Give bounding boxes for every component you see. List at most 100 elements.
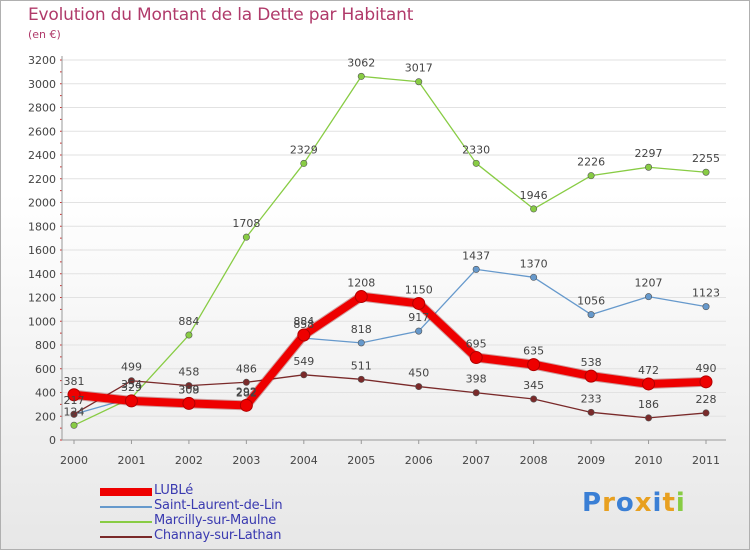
- data-label: 2226: [577, 156, 605, 169]
- data-label: 884: [293, 315, 314, 328]
- data-point: [415, 327, 423, 335]
- data-point: [702, 409, 710, 417]
- data-label: 486: [236, 362, 257, 375]
- data-label: 345: [523, 379, 544, 392]
- legend-label: Marcilly-sur-Maulne: [154, 513, 277, 528]
- data-point: [530, 205, 538, 213]
- x-tick-label: 2008: [520, 454, 548, 467]
- y-tick-label: 2800: [28, 102, 56, 115]
- data-label: 228: [696, 393, 717, 406]
- data-label: 818: [351, 323, 372, 336]
- data-point: [587, 311, 595, 319]
- x-tick-label: 2007: [462, 454, 490, 467]
- data-point: [587, 172, 595, 180]
- y-tick-label: 1200: [28, 292, 56, 305]
- data-label: 124: [64, 405, 85, 418]
- data-point: [472, 265, 480, 273]
- data-point: [185, 382, 193, 390]
- y-tick-label: 3200: [28, 54, 56, 67]
- data-point: [415, 383, 423, 391]
- data-label: 2330: [462, 143, 490, 156]
- legend-swatch: [100, 521, 152, 523]
- data-label: 1708: [232, 217, 260, 230]
- data-point: [702, 303, 710, 311]
- data-label: 354: [121, 378, 142, 391]
- y-tick-label: 2000: [28, 197, 56, 210]
- data-label: 1946: [520, 189, 548, 202]
- data-point: [699, 375, 713, 389]
- data-point: [182, 396, 196, 410]
- data-label: 858: [293, 318, 314, 331]
- data-point: [127, 377, 135, 385]
- data-label: 450: [408, 367, 429, 380]
- legend-item-marcilly-sur-maulne: Marcilly-sur-Maulne: [100, 513, 360, 529]
- data-label: 884: [178, 315, 199, 328]
- legend-swatch: [100, 506, 152, 508]
- data-point: [354, 290, 368, 304]
- data-point: [472, 159, 480, 167]
- legend: LUBLé Saint-Laurent-de-Lin Marcilly-sur-…: [100, 483, 360, 544]
- data-label: 458: [178, 366, 199, 379]
- axes: 0 200 400 600 800 1000 1200 1400 1600 1800 2000 220…: [28, 54, 726, 467]
- data-point: [67, 388, 81, 402]
- series-layer: [67, 72, 713, 429]
- legend-item-lublé: LUBLé: [100, 483, 360, 499]
- data-label: 695: [466, 337, 487, 350]
- data-label: 282: [236, 387, 257, 400]
- x-tick-label: 2002: [175, 454, 203, 467]
- data-label: 309: [178, 383, 199, 396]
- data-label: 635: [523, 345, 544, 358]
- data-label: 511: [351, 359, 372, 372]
- data-label: 1437: [462, 249, 490, 262]
- grid: [62, 59, 726, 441]
- data-point: [472, 389, 480, 397]
- data-label: 1370: [520, 257, 548, 270]
- data-label: 1056: [577, 295, 605, 308]
- data-label: 329: [121, 381, 142, 394]
- data-point: [242, 378, 250, 386]
- chart-title: Evolution du Montant de la Dette par Hab…: [28, 5, 414, 25]
- data-point: [587, 408, 595, 416]
- data-label: 233: [581, 392, 602, 405]
- y-tick-label: 3000: [28, 78, 56, 91]
- y-tick-label: 0: [49, 434, 56, 447]
- x-tick-label: 2009: [577, 454, 605, 467]
- legend-swatch: [100, 536, 152, 538]
- data-point: [297, 328, 311, 342]
- y-tick-label: 400: [35, 387, 56, 400]
- data-point: [357, 375, 365, 383]
- data-point: [415, 78, 423, 86]
- legend-swatch: [100, 488, 152, 496]
- data-point: [642, 377, 656, 391]
- data-point: [242, 233, 250, 241]
- x-tick-label: 2006: [405, 454, 433, 467]
- data-point: [645, 293, 653, 301]
- legend-label: Channay-sur-Lathan: [154, 528, 282, 543]
- data-label: 549: [293, 355, 314, 368]
- data-label: 917: [408, 311, 429, 324]
- data-label: 398: [466, 373, 487, 386]
- data-label: 292: [236, 385, 257, 398]
- data-point: [584, 369, 598, 383]
- data-point: [70, 410, 78, 418]
- data-point: [300, 159, 308, 167]
- x-tick-label: 2004: [290, 454, 318, 467]
- data-label: 2255: [692, 152, 720, 165]
- data-label: 308: [178, 383, 199, 396]
- data-point: [239, 398, 253, 412]
- data-point: [357, 72, 365, 80]
- data-point: [124, 394, 138, 408]
- data-label: 472: [638, 364, 659, 377]
- y-tick-label: 200: [35, 410, 56, 423]
- y-tick-label: 800: [35, 339, 56, 352]
- data-label: 217: [64, 394, 85, 407]
- data-point: [70, 421, 78, 429]
- y-tick-label: 2400: [28, 149, 56, 162]
- data-point: [702, 168, 710, 176]
- data-point: [645, 163, 653, 171]
- brand-logo: Proxiti: [582, 488, 686, 518]
- data-label: 1207: [635, 277, 663, 290]
- data-label: 1208: [347, 277, 375, 290]
- data-label: 499: [121, 361, 142, 374]
